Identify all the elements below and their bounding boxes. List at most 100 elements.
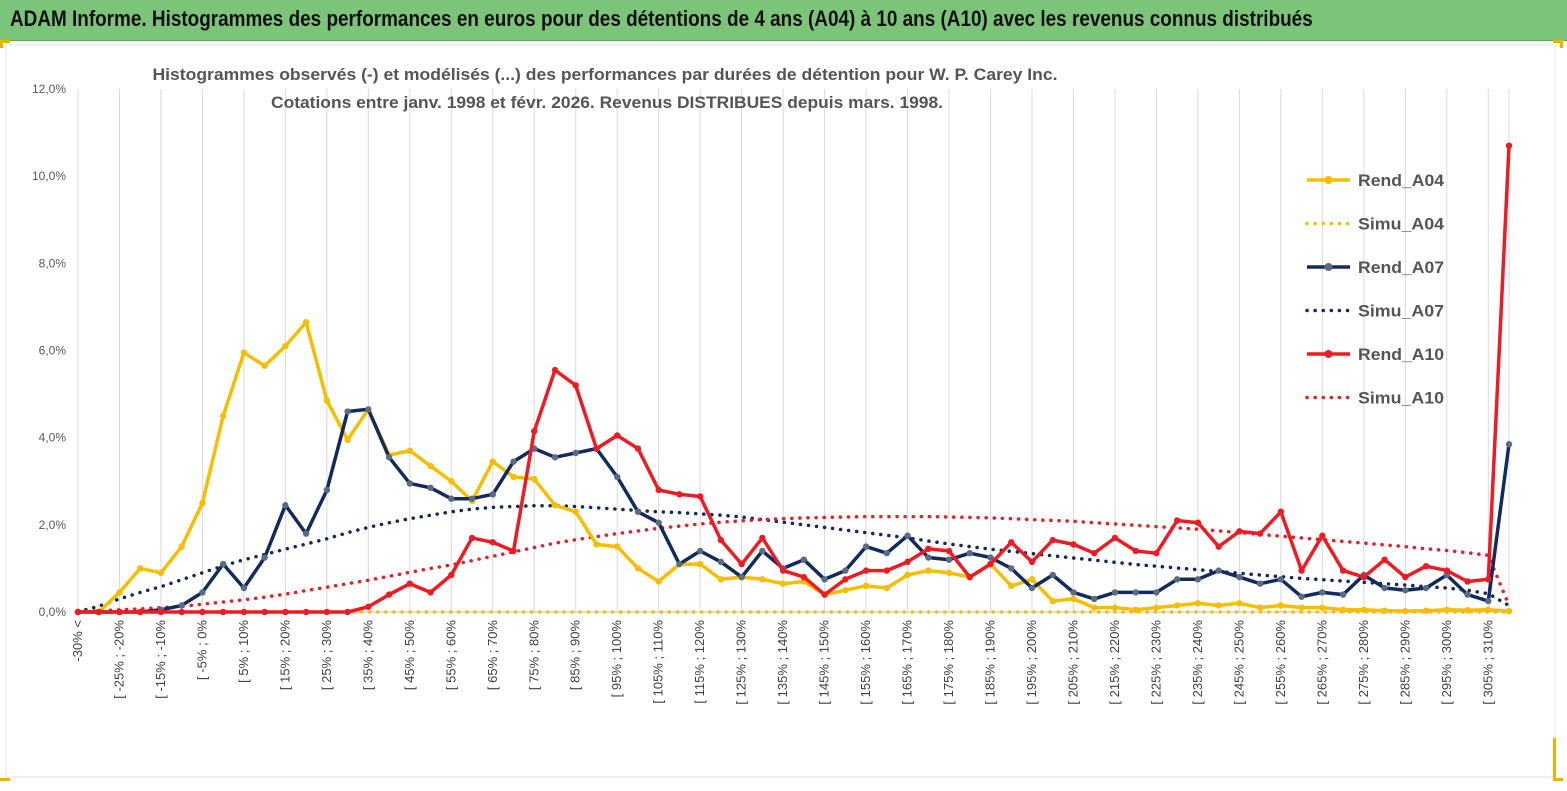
data-point	[1319, 589, 1326, 596]
data-point	[1236, 528, 1243, 535]
data-point	[1464, 591, 1471, 598]
data-point	[676, 560, 683, 568]
x-tick-label: [ 175% ; 180%	[941, 620, 956, 705]
data-point	[987, 554, 994, 561]
frame-corner	[1553, 738, 1556, 778]
data-point	[1194, 576, 1202, 583]
data-point	[323, 608, 331, 616]
data-point	[199, 499, 206, 507]
data-point	[1298, 604, 1305, 611]
frame-corner	[0, 778, 10, 781]
data-point	[634, 508, 642, 515]
data-point	[1402, 587, 1409, 594]
data-point	[593, 445, 600, 452]
data-point	[468, 495, 476, 502]
x-tick-label: [ 65% ; 70%	[485, 620, 500, 691]
data-point	[883, 567, 891, 574]
data-point	[137, 565, 144, 572]
data-point	[1153, 549, 1160, 557]
data-point	[1339, 591, 1347, 598]
x-tick-label: [ 25% ; 30%	[319, 620, 334, 691]
legend-marker	[1324, 176, 1333, 184]
data-point	[551, 366, 559, 374]
data-point	[717, 558, 725, 566]
series-line	[76, 514, 1511, 614]
data-point	[344, 408, 351, 415]
data-point	[468, 534, 476, 542]
series-line	[78, 407, 1511, 614]
data-point	[427, 484, 434, 491]
x-tick-label: [ 5% ; 10%	[236, 620, 251, 683]
data-point	[323, 486, 331, 494]
data-point	[282, 342, 289, 350]
legend-entry: Simu_A04	[1305, 215, 1445, 234]
data-point	[1008, 565, 1015, 572]
data-point	[95, 608, 102, 616]
frame-corner	[0, 40, 3, 48]
data-point	[1277, 508, 1285, 515]
frame-corner	[1553, 778, 1563, 781]
frame-corner	[1560, 40, 1563, 48]
data-point	[261, 554, 268, 561]
data-point	[779, 580, 787, 587]
data-point	[385, 591, 393, 598]
data-point	[1153, 604, 1160, 611]
data-point	[240, 608, 248, 616]
data-point	[759, 547, 766, 555]
report-title: ADAM Informe. Histogrammes des performan…	[10, 6, 1313, 31]
data-point	[1422, 563, 1430, 570]
x-tick-label: [ 55% ; 60%	[443, 620, 458, 691]
data-point	[406, 447, 414, 454]
series-rend_a07	[74, 406, 1513, 616]
data-point	[344, 608, 351, 616]
x-tick-label: [ 205% ; 210%	[1065, 620, 1080, 705]
data-point	[614, 432, 621, 439]
data-point	[406, 580, 414, 587]
data-point	[261, 362, 268, 369]
data-point	[448, 495, 455, 502]
data-point	[1049, 597, 1056, 605]
data-point	[385, 454, 393, 461]
data-point	[696, 560, 704, 568]
series-line	[78, 145, 1511, 614]
data-point	[1028, 584, 1036, 592]
data-point	[966, 573, 973, 581]
data-point	[945, 569, 953, 576]
series-simu_a10	[76, 514, 1511, 614]
data-point	[302, 318, 310, 326]
data-point	[240, 584, 248, 592]
data-point	[1298, 567, 1305, 574]
data-point	[1132, 589, 1139, 596]
data-point	[489, 458, 496, 465]
data-point	[1298, 593, 1305, 600]
data-point	[696, 493, 704, 500]
x-tick-label: [ 95% ; 100%	[609, 620, 624, 698]
frame-corner	[0, 40, 10, 43]
data-point	[178, 608, 185, 616]
data-point	[945, 547, 953, 555]
data-point	[510, 547, 517, 555]
data-point	[1091, 549, 1098, 557]
data-point	[1173, 517, 1181, 524]
data-point	[137, 608, 144, 616]
data-point	[1505, 441, 1513, 448]
data-point	[406, 480, 414, 487]
data-point	[1111, 589, 1119, 596]
data-point	[1422, 607, 1430, 614]
data-point	[904, 532, 911, 539]
data-point	[1173, 576, 1181, 583]
x-tick-label: [ -5% ; 0%	[194, 620, 209, 680]
legend-entry: Rend_A07	[1307, 258, 1444, 277]
data-point	[1319, 604, 1326, 611]
data-point	[634, 565, 642, 572]
histogram-chart: 0,0% 2,0% 4,0% 6,0% 8,0% 10,0% 12,0% -30% < [ -2…	[5, 44, 1556, 778]
data-point	[551, 502, 559, 509]
chart-subtitle: Cotations entre janv. 1998 et févr. 2026…	[271, 93, 943, 112]
data-point	[1049, 571, 1056, 579]
data-point	[1049, 536, 1056, 544]
data-point	[1319, 532, 1326, 539]
x-tick-label: [ 165% ; 170%	[900, 620, 915, 705]
legend-entry: Simu_A07	[1305, 302, 1444, 321]
data-point	[862, 543, 870, 550]
legend-label: Rend_A07	[1358, 258, 1444, 277]
